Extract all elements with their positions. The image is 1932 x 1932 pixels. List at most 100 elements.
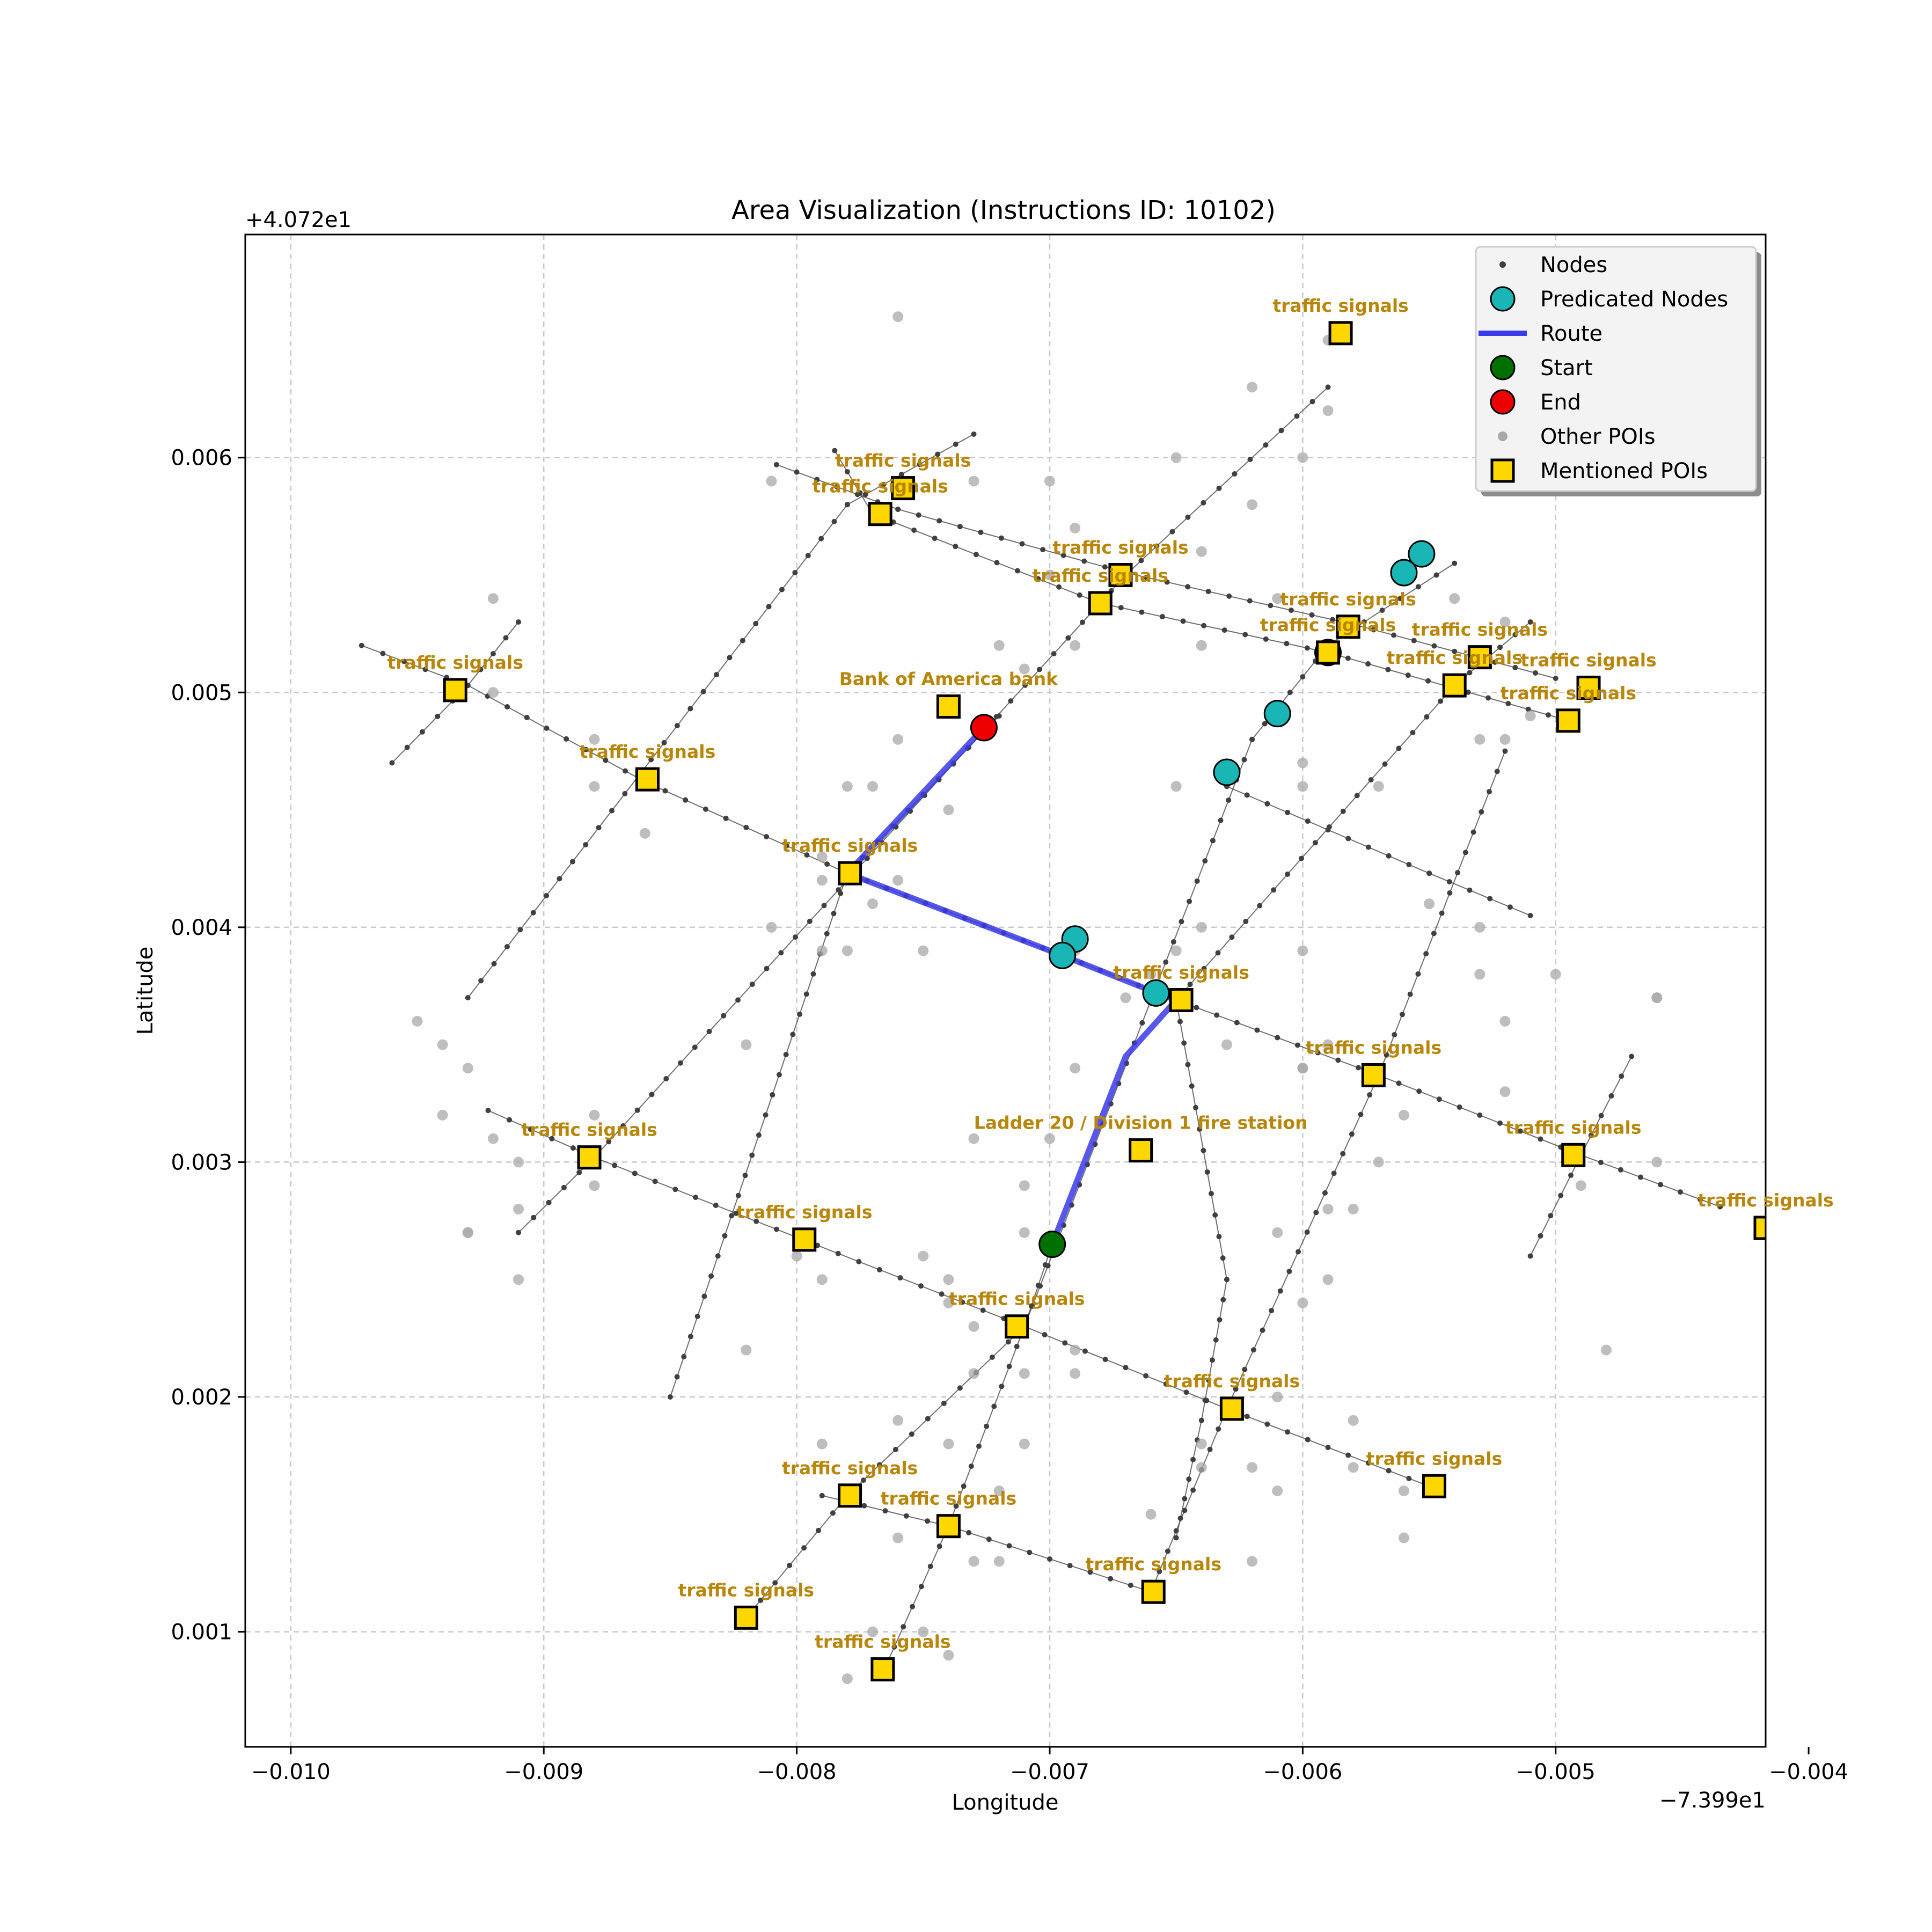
node-dot [1005,1339,1011,1345]
node-dot [1553,676,1558,682]
node-dot [779,587,785,592]
node-dot [531,1214,537,1220]
node-dot [1487,896,1493,902]
mentioned-poi-label: traffic signals [1501,683,1636,704]
node-dot [1309,612,1315,618]
node-dot [1035,576,1041,582]
node-dot [702,806,708,812]
node-dot [824,861,830,867]
node-dot [1407,991,1413,997]
other-poi [1651,1157,1663,1168]
other-poi [791,1250,802,1262]
node-dot [1285,809,1291,815]
node-dot [1296,1249,1301,1255]
mentioned-poi-label: traffic signals [387,652,523,673]
node-dot [1154,543,1160,549]
node-dot [1204,1169,1210,1175]
other-poi [1297,757,1308,769]
other-poi [1348,1462,1359,1473]
other-poi [1322,1274,1334,1285]
y-offset-label: +4.072e1 [245,208,352,232]
other-poi [1019,1180,1030,1191]
node-dot [1247,598,1253,604]
node-dot [1446,879,1452,884]
node-dot [824,931,830,936]
node-dot [1658,1182,1664,1188]
node-dot [801,1545,807,1551]
node-dot [897,1275,903,1281]
node-dot [1014,568,1020,574]
node-dot [1697,1196,1703,1202]
node-dot [1538,1233,1543,1239]
node-dot [876,1462,882,1468]
mentioned-poi-marker [1328,321,1353,346]
other-poi [1398,1109,1409,1121]
node-dot [1294,1042,1300,1048]
node-dot [1331,1170,1337,1176]
y-tick-label: 0.003 [171,1150,232,1175]
other-poi [841,945,853,956]
node-dot [706,1029,712,1035]
node-dot [516,1230,522,1235]
node-dot [936,1543,942,1549]
node-dot [1173,1535,1179,1541]
node-dot [517,927,523,933]
other-poi [1575,1180,1586,1191]
node-dot [1525,706,1531,712]
node-dot [544,893,550,899]
other-poi [867,1626,879,1637]
node-dot [830,1510,836,1516]
node-dot [1143,574,1149,580]
node-dot [1208,1190,1214,1196]
node-dot [1244,792,1250,798]
node-dot [753,1218,759,1224]
node-dot [831,911,837,917]
node-dot [435,713,441,719]
legend: Nodes Predicated Nodes Route Start End Other … [1475,246,1761,496]
node-dot [1182,1507,1188,1513]
x-tick-label: −0.008 [757,1760,837,1784]
other-poi [766,475,777,487]
node-dot [1192,1104,1198,1110]
node-dot [1548,1213,1554,1219]
node-dot [1268,603,1274,609]
node-dot [1210,838,1216,844]
node-dot [1185,584,1191,590]
node-dot [694,1313,700,1319]
node-dot [971,431,977,437]
mentioned-poi-marker [936,694,961,719]
other-poi [1272,593,1283,604]
other-poi [1196,921,1207,933]
node-dot [1247,457,1253,463]
node-dot [681,1353,687,1359]
other-poi [943,1297,954,1308]
node-dot [1220,1297,1226,1302]
predicated-node [1390,559,1418,587]
node-dot [1185,1062,1191,1067]
node-dot [700,689,706,694]
node-dot [422,667,428,672]
node-dot [485,1108,491,1114]
mentioned-poi-label: traffic signals [521,1119,657,1140]
node-dot [925,1416,931,1422]
node-dot [773,1226,779,1232]
other-poi [513,1157,524,1168]
node-dot [1185,514,1191,520]
node-dot [1384,1052,1389,1058]
node-dot [918,1283,924,1289]
mentioned-poi-marker [577,1145,602,1170]
node-dot [1415,584,1421,590]
node-dot [835,1250,841,1256]
node-dot [1201,500,1206,506]
mentioned-poi-marker [1556,708,1580,733]
node-dot [917,462,923,467]
other-poi [1601,1344,1612,1356]
node-dot [1717,1204,1723,1210]
other-poi [892,734,904,745]
mentioned-poi-label: traffic signals [1052,537,1188,558]
node-dot [1285,871,1291,877]
other-poi [1247,1462,1258,1473]
node-dot [1201,1147,1206,1153]
node-dot [1470,829,1476,835]
other-poi [513,1274,524,1285]
